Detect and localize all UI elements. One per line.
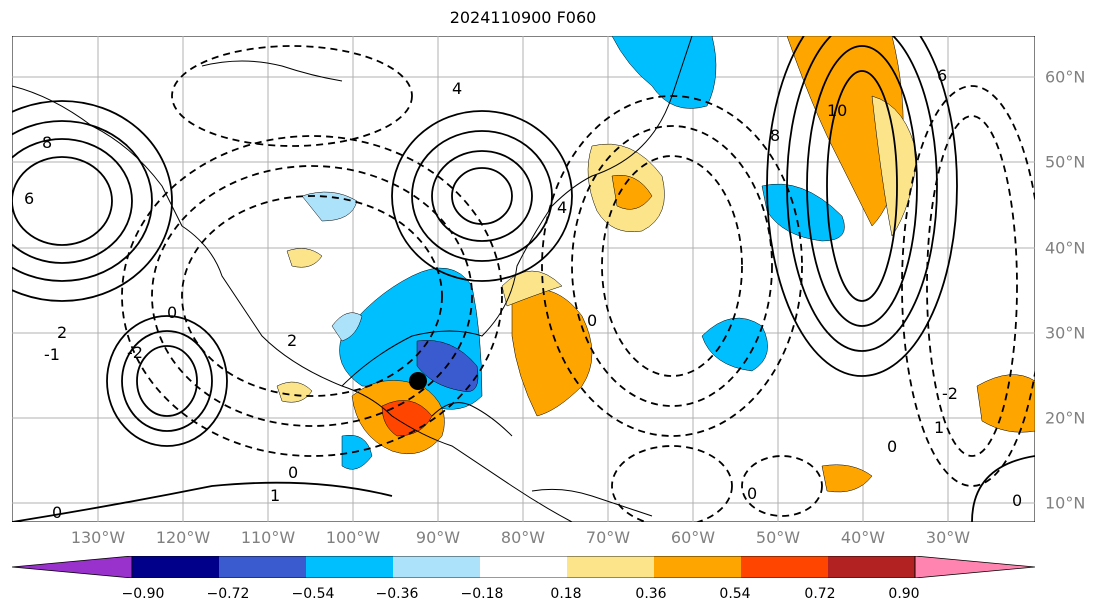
shade-negative-gulf-light [331,312,363,342]
shade-positive-south [821,464,873,493]
lat-label: 30°N [1045,323,1086,343]
contour-label: 0 [1012,491,1022,510]
shade-positive-atlantic [511,289,593,417]
lon-label: 50°W [755,528,801,547]
lon-label: 40°W [840,528,886,547]
lon-label: 120°W [155,528,211,547]
contour-label: -1 [44,345,60,364]
contour-label: 0 [167,303,177,322]
solid-contours [12,36,1035,522]
shade-positive-east [976,374,1035,433]
contour-label: -2 [127,343,143,362]
colorbar-extend-low [12,556,133,578]
colorbar-tick: 0.72 [804,586,836,602]
lon-label: 30°W [925,528,971,547]
colorbar-segment [654,556,741,578]
contour-label: 2 [57,323,67,342]
contour-label: 4 [557,198,567,217]
colorbar-tick: 0.90 [888,586,920,602]
lon-label: 70°W [585,528,631,547]
colorbar-extend-high [914,556,1035,578]
map-panel: 8 6 4 2 0 -2 4 6 8 10 2 -1 1 0 0 0 0 0 -… [12,36,1035,522]
contour-label: 0 [887,437,897,456]
shade-positive-texas [286,248,323,268]
colorbar-tick: −0.90 [121,586,165,602]
lat-label: 60°N [1045,67,1086,87]
colorbar-tick: −0.72 [206,586,250,602]
colorbar-segment [393,556,480,578]
colorbar-segment [219,556,306,578]
shade-positive-greenland [786,36,904,227]
shade-positive-greenland-light [871,95,918,237]
contour-label: 0 [52,503,62,522]
shade-positive-nova-scotia-inner [611,174,653,210]
colorbar-segment [480,556,567,578]
colorbar-tick: −0.36 [375,586,419,602]
shade-negative-central [701,317,768,372]
lon-label: 80°W [500,528,546,547]
shade-negative-labrador [611,36,717,109]
colorbar-segment [828,556,915,578]
storm-center-marker [409,372,427,390]
contour-label: 6 [24,189,34,208]
colorbar-segment [306,556,393,578]
colorbar-segment [132,556,219,578]
lat-label: 50°N [1045,152,1086,172]
coastlines [12,36,693,522]
colorbar-border [131,556,916,578]
colorbar [12,556,1035,578]
contour-label: 2 [287,331,297,350]
colorbar-segment [567,556,654,578]
shade-negative-plains [301,191,358,222]
shade-positive-pacific [276,381,313,403]
lat-label: 40°N [1045,238,1086,258]
lon-label: 130°W [70,528,126,547]
lon-label: 100°W [325,528,381,547]
colorbar-tick: −0.18 [460,586,504,602]
contour-label: 0 [288,463,298,482]
colorbar-tick: −0.54 [291,586,335,602]
contour-label: 8 [42,133,52,152]
colorbar-tick: 0.54 [719,586,751,602]
contour-label: 8 [770,126,780,145]
dashed-contours [121,45,1035,522]
shade-negative-midatlantic [761,183,845,242]
contour-label: 0 [747,484,757,503]
contour-label: 1 [270,486,280,505]
lat-label: 10°N [1045,493,1086,513]
contour-label: 4 [452,79,462,98]
contour-label: 0 [587,311,597,330]
contour-label: 1 [934,418,944,437]
contour-label: 10 [827,101,847,120]
chart-title: 2024110900 F060 [449,8,597,27]
lon-label: 60°W [670,528,716,547]
colorbar-tick: 0.36 [635,586,667,602]
contour-label: 6 [937,66,947,85]
lon-label: 110°W [240,528,296,547]
colorbar-segment [741,556,828,578]
lat-label: 20°N [1045,408,1086,428]
colorbar-tick: 0.18 [550,586,582,602]
contour-label: -2 [942,384,958,403]
lon-label: 90°W [415,528,461,547]
